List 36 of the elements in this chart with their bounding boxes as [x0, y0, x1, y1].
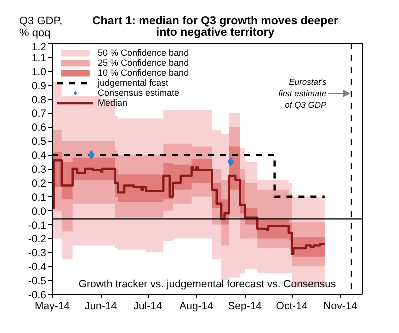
- legend-label: 10 % Confidence band: [98, 68, 190, 78]
- legend-label: judgemental fcast: [98, 78, 169, 88]
- y-tick-label: 0.9: [32, 80, 47, 92]
- x-tick-label: Jun-14: [84, 300, 118, 312]
- y-tick-label: 0.3: [32, 164, 47, 176]
- y-tick-label: 0.4: [32, 150, 47, 162]
- y-tick-label: -0.2: [28, 234, 47, 246]
- y-tick-label: -0.1: [28, 220, 47, 232]
- x-tick-label: Nov-14: [324, 300, 358, 312]
- y-tick-label: -0.4: [28, 262, 47, 274]
- y-tick-label: -0.3: [28, 248, 47, 260]
- y-tick-label: 0.1: [32, 192, 47, 204]
- y-tick-label: 0.8: [32, 94, 47, 106]
- y-tick-label: 0.2: [32, 178, 47, 190]
- x-tick-label: Jul-14: [134, 300, 162, 312]
- legend-label: 25 % Confidence band: [98, 58, 190, 68]
- y-tick-label: 1.0: [32, 66, 47, 78]
- x-tick-label: Sep-14: [228, 300, 262, 312]
- y-tick-label: -0.6: [28, 290, 47, 302]
- y-tick-label: 1.2: [32, 42, 47, 54]
- legend-label: 50 % Confidence band: [98, 48, 190, 58]
- ref-line-label: Eurostat's first estimate of Q3 GDP: [278, 77, 328, 110]
- y-tick-label: 0.6: [32, 122, 47, 134]
- x-tick-label: Aug-14: [180, 300, 214, 312]
- y-tick-label: 0.5: [32, 136, 47, 148]
- y-tick-label: 1.1: [32, 52, 47, 64]
- legend-label: Median: [98, 98, 128, 108]
- y-tick-label: 0.0: [32, 206, 47, 218]
- annotation: Growth tracker vs. judgemental forecast vs. Consensus: [78, 278, 336, 290]
- y-tick-label: 0.7: [32, 108, 47, 120]
- chart-title: Chart 1: median for Q3 growth moves deeper into negative territory: [92, 16, 340, 39]
- legend-label: Consensus estimate: [98, 88, 180, 98]
- x-tick-label: May-14: [34, 300, 70, 312]
- x-tick-label: Oct-14: [276, 300, 308, 312]
- y-axis-title: Q3 GDP, % qoq: [20, 16, 63, 40]
- y-tick-label: -0.5: [28, 276, 47, 288]
